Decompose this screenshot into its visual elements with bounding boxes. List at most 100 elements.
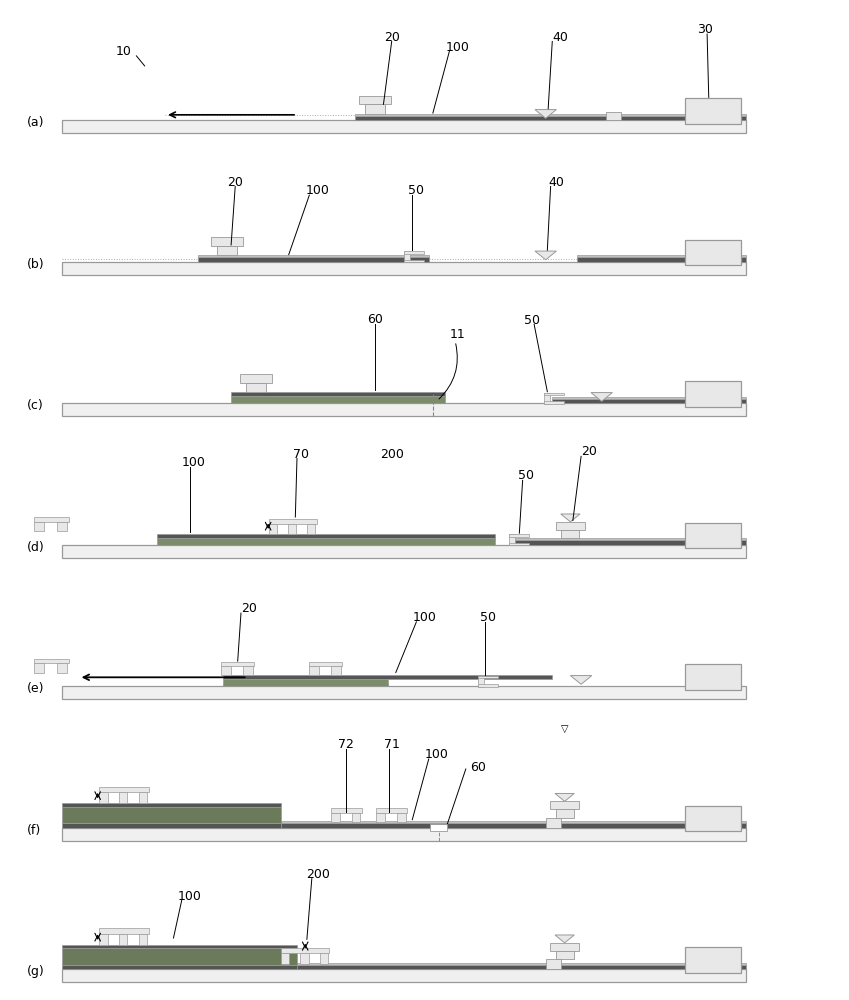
Polygon shape: [571, 676, 592, 684]
Bar: [544, 401, 564, 404]
Bar: [555, 951, 574, 959]
Bar: [685, 664, 741, 690]
Text: 50: 50: [524, 314, 540, 327]
Bar: [355, 116, 745, 120]
Text: 11: 11: [450, 328, 465, 341]
Bar: [319, 953, 328, 964]
Bar: [509, 543, 529, 545]
Bar: [478, 676, 498, 678]
Bar: [217, 246, 237, 255]
Text: 200: 200: [306, 868, 329, 881]
Bar: [297, 965, 745, 969]
Text: 60: 60: [368, 313, 383, 326]
Bar: [62, 965, 297, 969]
Bar: [62, 545, 745, 558]
Bar: [509, 534, 515, 545]
Bar: [231, 396, 445, 403]
Text: 100: 100: [178, 890, 202, 903]
Text: (c): (c): [27, 399, 43, 412]
Bar: [396, 813, 406, 822]
Bar: [550, 943, 579, 951]
Bar: [34, 663, 44, 673]
Text: 100: 100: [425, 748, 449, 761]
Text: 20: 20: [228, 176, 243, 189]
Bar: [240, 374, 272, 383]
Bar: [561, 530, 580, 538]
Bar: [58, 522, 67, 531]
Text: 70: 70: [293, 448, 309, 461]
Text: 40: 40: [548, 176, 565, 189]
Bar: [222, 675, 552, 679]
Bar: [478, 684, 498, 687]
Bar: [511, 538, 745, 540]
Bar: [62, 948, 297, 965]
Text: 20: 20: [241, 602, 257, 615]
Bar: [99, 934, 108, 945]
Bar: [62, 807, 280, 823]
Bar: [222, 679, 387, 686]
Bar: [157, 534, 495, 538]
Bar: [62, 823, 280, 828]
Bar: [685, 806, 741, 831]
Text: (d): (d): [27, 541, 45, 554]
Bar: [309, 662, 342, 666]
Bar: [546, 818, 560, 828]
Bar: [62, 262, 745, 275]
Text: 100: 100: [446, 41, 469, 54]
Polygon shape: [555, 935, 574, 943]
Bar: [246, 383, 266, 392]
Bar: [198, 257, 429, 262]
Bar: [351, 813, 361, 822]
Text: (a): (a): [27, 116, 44, 129]
Bar: [404, 251, 424, 254]
Bar: [231, 392, 445, 396]
Polygon shape: [535, 110, 556, 118]
Bar: [62, 403, 745, 416]
Bar: [404, 260, 424, 262]
Bar: [58, 663, 67, 673]
Text: 20: 20: [582, 445, 597, 458]
Bar: [331, 808, 362, 813]
Text: ▽: ▽: [561, 723, 568, 733]
Text: (b): (b): [27, 258, 44, 271]
Text: 50: 50: [480, 611, 496, 624]
Bar: [309, 666, 318, 675]
Text: 60: 60: [470, 761, 486, 774]
Bar: [288, 524, 296, 534]
Bar: [119, 792, 127, 803]
Bar: [359, 96, 391, 104]
Bar: [301, 953, 308, 964]
Bar: [99, 787, 149, 792]
Polygon shape: [555, 793, 574, 801]
Bar: [139, 934, 147, 945]
Bar: [222, 684, 387, 686]
Text: 50: 50: [518, 469, 534, 482]
Bar: [511, 540, 745, 545]
Bar: [281, 948, 329, 953]
Polygon shape: [560, 514, 580, 522]
Bar: [331, 813, 340, 822]
Bar: [222, 666, 231, 675]
Bar: [243, 666, 252, 675]
Bar: [269, 524, 277, 534]
Bar: [280, 823, 745, 828]
Bar: [62, 686, 745, 699]
Bar: [34, 522, 44, 531]
Bar: [211, 237, 243, 246]
Bar: [550, 801, 579, 809]
Bar: [139, 792, 147, 803]
Text: 100: 100: [413, 611, 436, 624]
Bar: [577, 255, 745, 257]
Bar: [577, 257, 745, 262]
Bar: [331, 666, 340, 675]
Bar: [62, 945, 297, 948]
Bar: [376, 813, 385, 822]
Text: 100: 100: [306, 184, 329, 197]
Bar: [685, 381, 741, 407]
Bar: [222, 662, 254, 666]
Bar: [553, 399, 745, 403]
Bar: [355, 114, 745, 116]
Text: 50: 50: [408, 184, 424, 197]
Text: 71: 71: [384, 738, 400, 751]
Bar: [404, 251, 409, 262]
